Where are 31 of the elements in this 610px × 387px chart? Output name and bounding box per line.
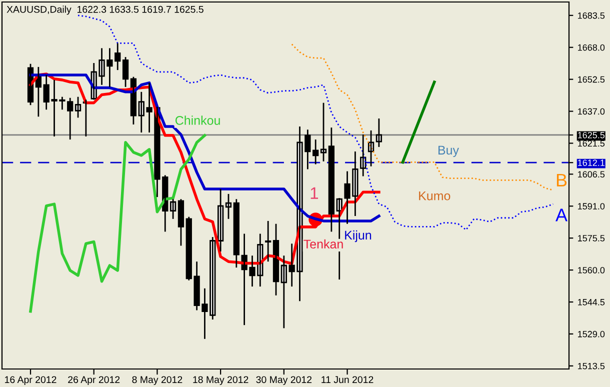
y-tick-label: 1625.5 <box>578 132 605 138</box>
chart-title: XAUUSD,Daily 1622.3 1633.5 1619.7 1625.5 <box>6 6 204 15</box>
x-tick-label: 11 Jun 2012 <box>322 376 374 384</box>
line-series <box>29 134 206 313</box>
x-tick-label: 30 May 2012 <box>256 376 312 386</box>
y-tick-label: 1668.0 <box>578 44 605 51</box>
y-tick-label: 1652.5 <box>578 76 605 83</box>
y-tick-label: 1591.0 <box>578 203 605 210</box>
series-label: A <box>556 208 568 222</box>
y-tick-label: 1529.0 <box>578 330 605 338</box>
y-tick-label: 1683.5 <box>578 12 605 19</box>
x-tick-label: 8 May 2012 <box>132 376 182 386</box>
x-tick-label: 26 Apr 2012 <box>68 376 120 386</box>
y-tick-label: 1606.5 <box>578 171 605 178</box>
annotation: 1 <box>310 187 318 199</box>
y-tick-label: 1637.0 <box>578 108 605 115</box>
y-tick-label: 1513.5 <box>578 362 605 370</box>
series-label: Kijun <box>345 230 372 242</box>
series-label: Chinkou <box>175 116 220 125</box>
annotation: Kumo <box>419 192 450 200</box>
y-tick-label: 1560.0 <box>578 267 605 274</box>
y-tick-label: 1612.1 <box>578 160 605 166</box>
y-tick-label: 1544.5 <box>578 299 605 306</box>
y-tick-label: 1575.5 <box>578 235 605 242</box>
x-tick-label: 18 May 2012 <box>193 376 248 386</box>
series-label: Tenkan <box>304 239 343 249</box>
ref-line-label: Buy <box>438 146 459 158</box>
y-tick-label: 1621.5 <box>578 140 605 147</box>
series-label: B <box>556 174 567 186</box>
x-tick-label: 16 Apr 2012 <box>5 376 56 386</box>
line-series <box>77 14 554 231</box>
